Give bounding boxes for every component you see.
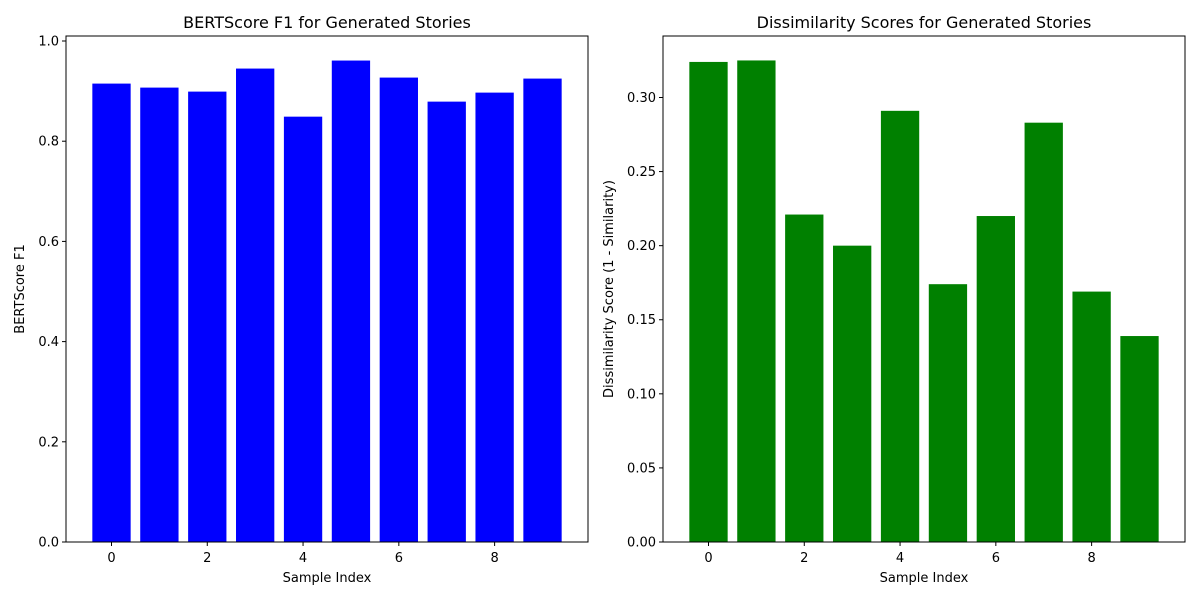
x-tick-label: 2	[800, 551, 808, 566]
y-tick-label: 0.00	[627, 536, 656, 551]
bar	[475, 92, 514, 542]
chart-title: BERTScore F1 for Generated Stories	[183, 13, 471, 32]
bar	[1072, 291, 1111, 542]
bar	[283, 116, 323, 542]
bar	[92, 83, 131, 543]
bar	[1120, 336, 1159, 542]
x-tick-label: 8	[490, 551, 498, 566]
y-tick-label: 0.20	[627, 239, 656, 254]
y-tick-label: 0.6	[38, 235, 59, 250]
y-tick-label: 0.15	[627, 313, 656, 328]
bar	[140, 87, 179, 542]
dissimilarity-chart: 0 2 4 6 8 0.00 0.05 0.10 0.15 0.20 0.25 0.30 Dissimi…	[602, 13, 1186, 586]
plot-frame	[65, 35, 589, 543]
bar	[880, 110, 920, 542]
y-tick-label: 0.4	[38, 335, 59, 350]
x-tick-label: 8	[1087, 551, 1095, 566]
bar	[737, 60, 776, 542]
bar	[331, 60, 371, 542]
y-tick-label: 0.30	[627, 91, 656, 106]
y-tick-label: 0.25	[627, 165, 656, 180]
y-axis-label: BERTScore F1	[13, 244, 28, 333]
x-tick-label: 6	[395, 551, 403, 566]
y-tick-label: 1.0	[38, 35, 59, 50]
bar	[1024, 122, 1063, 543]
x-tick-label: 0	[107, 551, 115, 566]
y-axis-label: Dissimilarity Score (1 - Similarity)	[602, 180, 617, 398]
x-tick-label: 4	[299, 551, 307, 566]
x-tick-label: 6	[992, 551, 1000, 566]
bar	[976, 216, 1015, 542]
bar	[523, 78, 562, 542]
bar	[833, 245, 872, 542]
bar	[236, 68, 275, 542]
x-axis-label: Sample Index	[880, 571, 969, 586]
bar	[689, 61, 728, 543]
y-tick-label: 0.10	[627, 387, 656, 402]
bar	[427, 101, 466, 542]
x-tick-label: 0	[704, 551, 712, 566]
bar	[379, 77, 418, 542]
y-tick-label: 0.0	[38, 536, 59, 551]
x-tick-label: 2	[203, 551, 211, 566]
bertscore-chart: 0 2 4 6 8 0.0 0.2 0.4 0.6 0.8 1.0 BERTScore F1 for …	[13, 13, 589, 586]
y-tick-label: 0.2	[38, 435, 59, 450]
bar	[188, 91, 227, 543]
bar	[928, 284, 968, 542]
plot-frame	[662, 35, 1186, 543]
bar	[785, 214, 824, 542]
y-tick-label: 0.05	[627, 461, 656, 476]
chart-title: Dissimilarity Scores for Generated Stori…	[757, 13, 1092, 32]
x-axis-label: Sample Index	[283, 571, 372, 586]
y-tick-label: 0.8	[38, 135, 59, 150]
x-tick-label: 4	[896, 551, 904, 566]
